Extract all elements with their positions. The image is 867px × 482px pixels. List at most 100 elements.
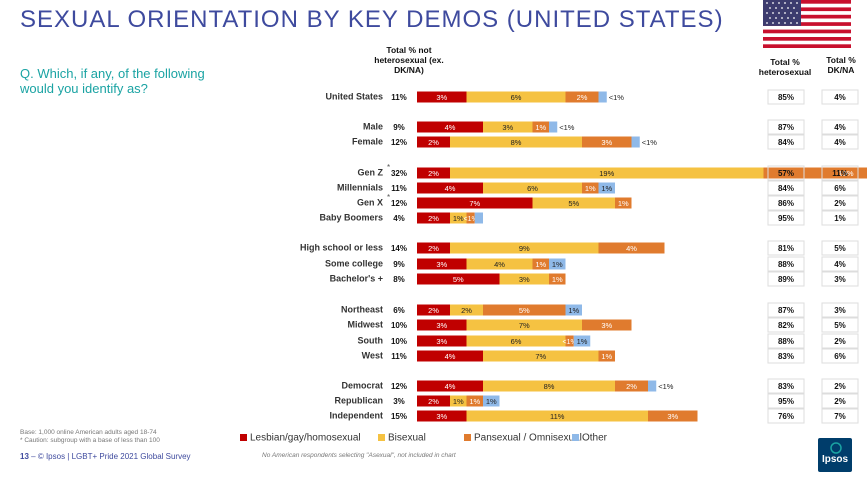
dkna-cell (821, 271, 859, 287)
legend-swatch (240, 434, 247, 441)
row-label: Gen Z (357, 167, 383, 177)
hetero-value: 95% (778, 214, 794, 223)
caution-marker: * (387, 193, 390, 202)
dkna-value: 3% (834, 306, 846, 315)
dkna-value: 2% (834, 337, 846, 346)
bar-segment (417, 410, 467, 422)
ipsos-mark-icon (830, 442, 842, 454)
hetero-cell (767, 165, 805, 181)
bar-segment (417, 304, 450, 316)
bar-label: 4% (494, 260, 505, 269)
row-label: Baby Boomers (319, 212, 383, 222)
bar-segment (450, 304, 483, 316)
hetero-cell (767, 393, 805, 409)
dkna-cell (821, 348, 859, 364)
bar-segment (417, 91, 467, 103)
hetero-value: 76% (778, 412, 794, 421)
row-label: Bachelor's + (330, 273, 383, 283)
bar-label: 2% (626, 382, 637, 391)
not-hetero-value: 11% (391, 352, 407, 361)
asexual-footnote: No American respondents selecting "Asexu… (262, 452, 456, 459)
dkna-value: 2% (834, 397, 846, 406)
legend-label: Pansexual / Omnisexual (474, 433, 582, 444)
dkna-cell (821, 240, 859, 256)
bar-label: 5% (568, 199, 579, 208)
dkna-value: 3% (834, 275, 846, 284)
not-hetero-value: 12% (391, 382, 407, 391)
bar-segment (648, 410, 698, 422)
ipsos-logo-text: Ipsos (821, 454, 849, 465)
bar-segment (417, 319, 467, 331)
bar-segment (532, 258, 549, 270)
hetero-cell (767, 271, 805, 287)
bar-segment (573, 335, 591, 347)
bar-segment (598, 182, 615, 194)
bar-label: 3% (436, 337, 447, 346)
bar-segment (466, 212, 475, 224)
hetero-value: 81% (778, 244, 794, 253)
dkna-value: 4% (834, 123, 846, 132)
col-header-not-heterosexual: Total % not heterosexual (ex. DK/NA) (374, 45, 444, 75)
bar-label: 2% (428, 138, 439, 147)
legend-swatch (572, 434, 579, 441)
bar-segment (565, 91, 599, 103)
bar-label: 2% (428, 244, 439, 253)
hetero-value: 95% (778, 397, 794, 406)
bar-label: 1% (535, 123, 546, 132)
bar-label: 2% (428, 306, 439, 315)
page-number: 13 (20, 452, 29, 461)
row-label: Midwest (347, 319, 383, 329)
dkna-value: 7% (834, 412, 846, 421)
hetero-value: 88% (778, 337, 794, 346)
bar-label: 11% (550, 412, 565, 421)
not-hetero-value: 4% (393, 214, 405, 223)
bar-label: 3% (519, 275, 530, 284)
dkna-value: 2% (834, 199, 846, 208)
dkna-value: 1% (834, 214, 846, 223)
bar-segment (565, 304, 582, 316)
bar-label: 8% (544, 382, 555, 391)
bar-segment (582, 136, 632, 148)
dkna-value: 4% (834, 93, 846, 102)
row-label: Female (352, 136, 383, 146)
caution-marker: * (387, 163, 390, 172)
bar-label: 3% (601, 138, 612, 147)
bar-label: <1% (609, 93, 625, 102)
bar-label: 9% (519, 244, 530, 253)
bar-label: 2% (428, 397, 439, 406)
bar-label: 3% (436, 93, 447, 102)
not-hetero-value: 11% (391, 93, 407, 102)
bar-segment (615, 197, 632, 209)
dkna-value: 4% (834, 260, 846, 269)
not-hetero-value: 12% (391, 138, 407, 147)
bar-segment (598, 350, 615, 362)
hetero-value: 88% (778, 260, 794, 269)
dkna-cell (821, 195, 859, 211)
bar-segment (450, 167, 764, 179)
dkna-cell (821, 408, 859, 424)
not-hetero-value: 32% (391, 169, 407, 178)
hetero-value: 84% (778, 138, 794, 147)
dkna-cell (821, 256, 859, 272)
bar-label: 3% (436, 412, 447, 421)
bar-segment (483, 304, 566, 316)
bar-label: <1% (563, 339, 577, 346)
bar-label: 6% (527, 184, 538, 193)
bar-label: <1% (658, 382, 674, 391)
bar-segment (565, 335, 574, 347)
dkna-value: 6% (834, 352, 846, 361)
hetero-value: 82% (778, 321, 794, 330)
bar-segment (483, 380, 615, 392)
col-header-dkna: Total % DK/NA (826, 55, 856, 75)
bar-label: 7% (469, 199, 480, 208)
row-label: United States (325, 91, 383, 101)
row-label: High school or less (300, 242, 383, 252)
dkna-value: 6% (834, 184, 846, 193)
footer: 13 – © Ipsos | LGBT+ Pride 2021 Global S… (20, 452, 191, 461)
not-hetero-value: 11% (391, 184, 407, 193)
legend-label: Other (582, 433, 608, 444)
bar-segment (532, 197, 615, 209)
dkna-value: 5% (834, 244, 846, 253)
hetero-cell (767, 408, 805, 424)
